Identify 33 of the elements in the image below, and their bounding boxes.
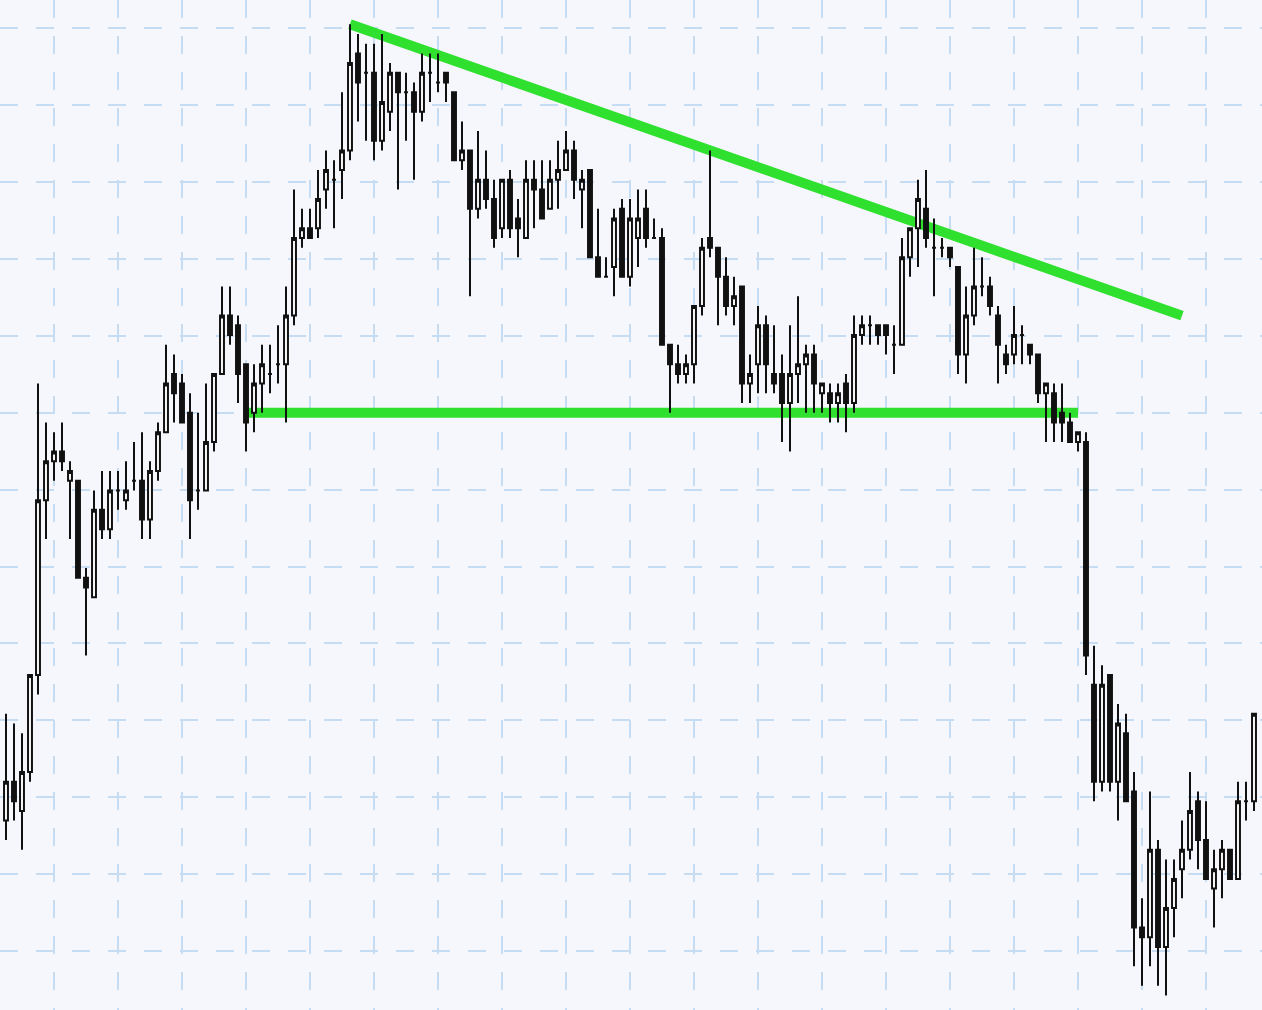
candlestick (331, 159, 337, 230)
candlestick (883, 324, 889, 356)
candlestick (1083, 431, 1089, 676)
candlestick (931, 217, 937, 298)
candlestick (763, 314, 769, 395)
candlestick (611, 207, 617, 298)
candlestick (875, 324, 881, 346)
candlestick (947, 246, 953, 269)
candlestick (379, 33, 385, 152)
candlestick (1235, 780, 1241, 880)
candlestick (1091, 644, 1097, 803)
candlestick (739, 285, 745, 405)
candlestick (1059, 382, 1065, 443)
candlestick (1011, 304, 1017, 366)
candlestick (939, 236, 945, 259)
candlestick (555, 139, 561, 210)
candlestick (451, 91, 457, 162)
candlestick (139, 431, 145, 540)
candlestick (867, 314, 873, 346)
candlestick (995, 304, 1001, 385)
candlestick (755, 304, 761, 395)
candlestick (435, 52, 441, 94)
candlestick (107, 470, 113, 540)
candlestick (315, 168, 321, 239)
candlestick (1051, 382, 1057, 443)
candlestick (395, 71, 401, 191)
candlestick (811, 343, 817, 414)
candlestick (835, 382, 841, 424)
candlestick (827, 382, 833, 424)
candlestick (123, 460, 129, 511)
candlestick (539, 159, 545, 220)
candlestick (915, 178, 921, 269)
candlestick (371, 42, 377, 162)
